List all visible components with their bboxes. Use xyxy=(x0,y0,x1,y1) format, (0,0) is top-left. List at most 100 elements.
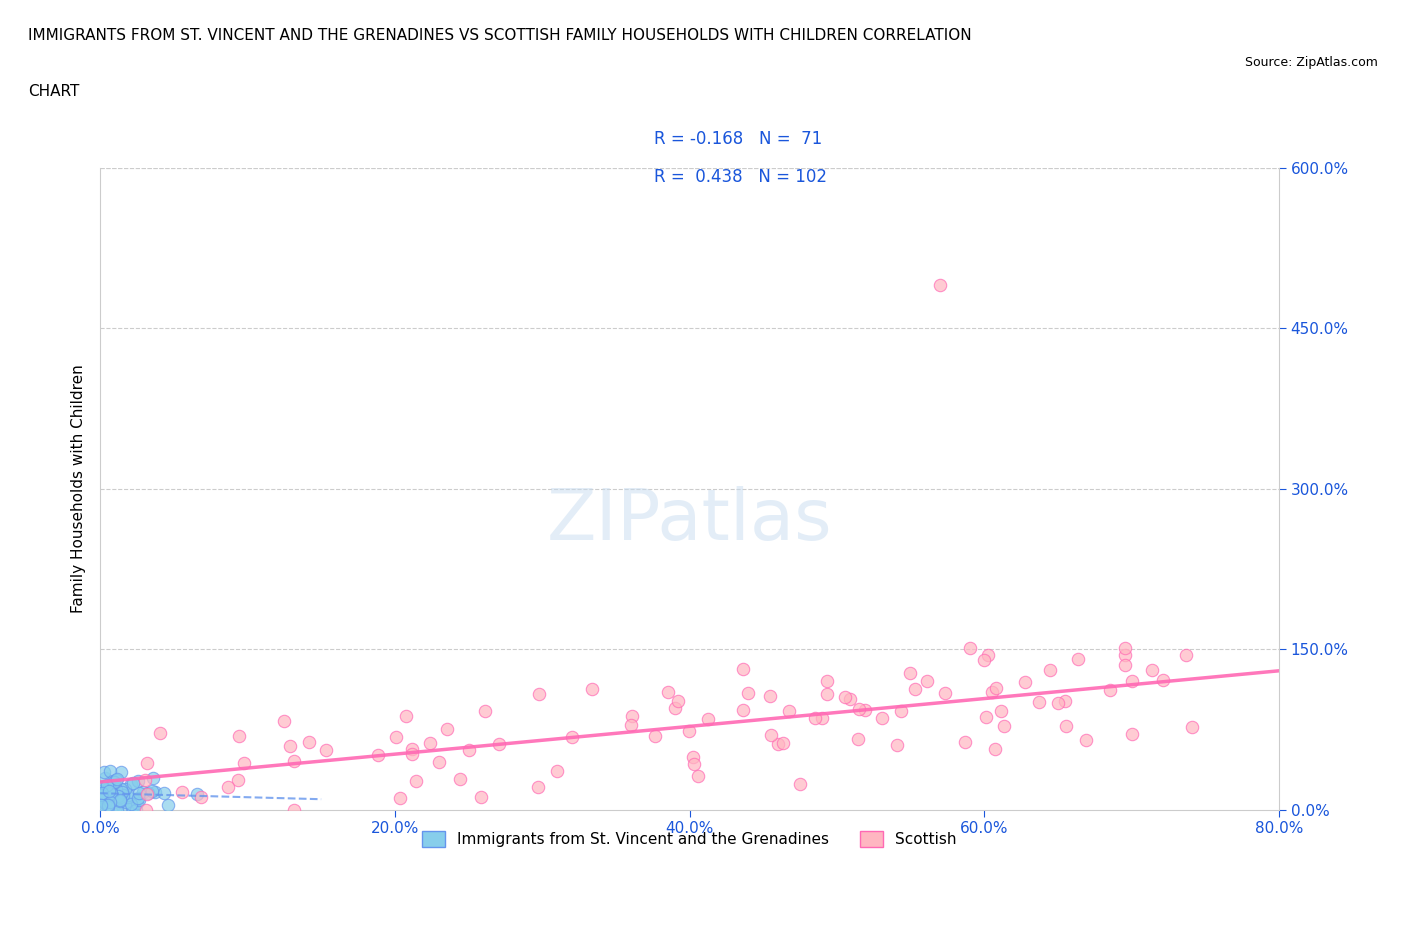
Point xyxy=(959,640,981,655)
Point xyxy=(697,711,720,726)
Point xyxy=(120,777,142,791)
Point xyxy=(149,725,172,740)
Point xyxy=(737,685,759,700)
Point xyxy=(385,729,408,744)
Point xyxy=(104,800,127,815)
Point xyxy=(100,786,122,801)
Point xyxy=(127,796,149,811)
Point xyxy=(135,787,157,802)
Point xyxy=(94,783,117,798)
Point xyxy=(117,787,139,802)
Point xyxy=(1114,658,1136,672)
Point xyxy=(153,785,176,800)
Point xyxy=(1067,651,1090,666)
Point xyxy=(973,652,995,667)
Point xyxy=(97,785,120,800)
Point xyxy=(1053,693,1076,708)
Point xyxy=(1099,683,1122,698)
Point xyxy=(93,791,115,806)
Point xyxy=(890,704,912,719)
Point xyxy=(143,784,166,799)
Point xyxy=(98,784,121,799)
Point xyxy=(156,798,179,813)
Point xyxy=(664,700,686,715)
Point xyxy=(117,790,139,804)
Point xyxy=(114,781,136,796)
Point xyxy=(90,788,112,803)
Point xyxy=(98,794,121,809)
Point xyxy=(100,786,122,801)
Point xyxy=(1114,647,1136,662)
Point xyxy=(488,736,510,751)
Point xyxy=(561,730,583,745)
Text: CHART: CHART xyxy=(28,84,80,99)
Point xyxy=(128,786,150,801)
Point xyxy=(93,786,115,801)
Point xyxy=(97,788,120,803)
Point xyxy=(90,792,112,807)
Point xyxy=(772,736,794,751)
Point xyxy=(1181,719,1204,734)
Point xyxy=(449,772,471,787)
Point xyxy=(976,710,998,724)
Point xyxy=(107,789,129,804)
Point xyxy=(1054,718,1077,733)
Point xyxy=(101,774,124,789)
Point xyxy=(232,755,254,770)
Point xyxy=(91,786,114,801)
Point xyxy=(127,790,149,805)
Point xyxy=(886,737,908,752)
Point xyxy=(121,799,143,814)
Point xyxy=(89,783,111,798)
Point xyxy=(668,694,690,709)
Point xyxy=(619,718,641,733)
Point xyxy=(1114,640,1136,655)
Point xyxy=(804,711,827,725)
Point xyxy=(142,770,165,785)
Point xyxy=(759,688,782,703)
Point xyxy=(984,681,1007,696)
Point xyxy=(872,711,894,726)
Point xyxy=(934,685,956,700)
Point xyxy=(759,727,782,742)
Point xyxy=(107,802,129,817)
Point xyxy=(111,784,134,799)
Point xyxy=(815,673,838,688)
Point xyxy=(834,689,856,704)
Point xyxy=(778,704,800,719)
Point xyxy=(811,711,834,725)
Point xyxy=(621,709,644,724)
Point xyxy=(91,779,114,794)
Point xyxy=(93,788,115,803)
Point xyxy=(186,787,208,802)
Point xyxy=(114,794,136,809)
Point xyxy=(838,691,860,706)
Point xyxy=(170,785,193,800)
Point xyxy=(278,739,301,754)
Point xyxy=(977,647,1000,662)
Point xyxy=(427,754,450,769)
Point xyxy=(470,790,492,804)
Point xyxy=(101,788,124,803)
Point xyxy=(134,773,156,788)
Point xyxy=(731,703,754,718)
Point xyxy=(112,788,135,803)
Point xyxy=(436,722,458,737)
Point xyxy=(766,737,789,751)
Point xyxy=(395,709,418,724)
Point xyxy=(848,701,870,716)
Point xyxy=(128,792,150,807)
Point xyxy=(136,756,159,771)
Point xyxy=(546,764,568,778)
Point xyxy=(990,703,1012,718)
Point xyxy=(98,782,121,797)
Point xyxy=(401,741,423,756)
Point xyxy=(283,802,305,817)
Point xyxy=(789,777,811,791)
Point xyxy=(93,764,115,779)
Point xyxy=(91,783,114,798)
Point xyxy=(110,790,132,804)
Point xyxy=(688,768,710,783)
Point xyxy=(100,764,122,779)
Point xyxy=(135,802,157,817)
